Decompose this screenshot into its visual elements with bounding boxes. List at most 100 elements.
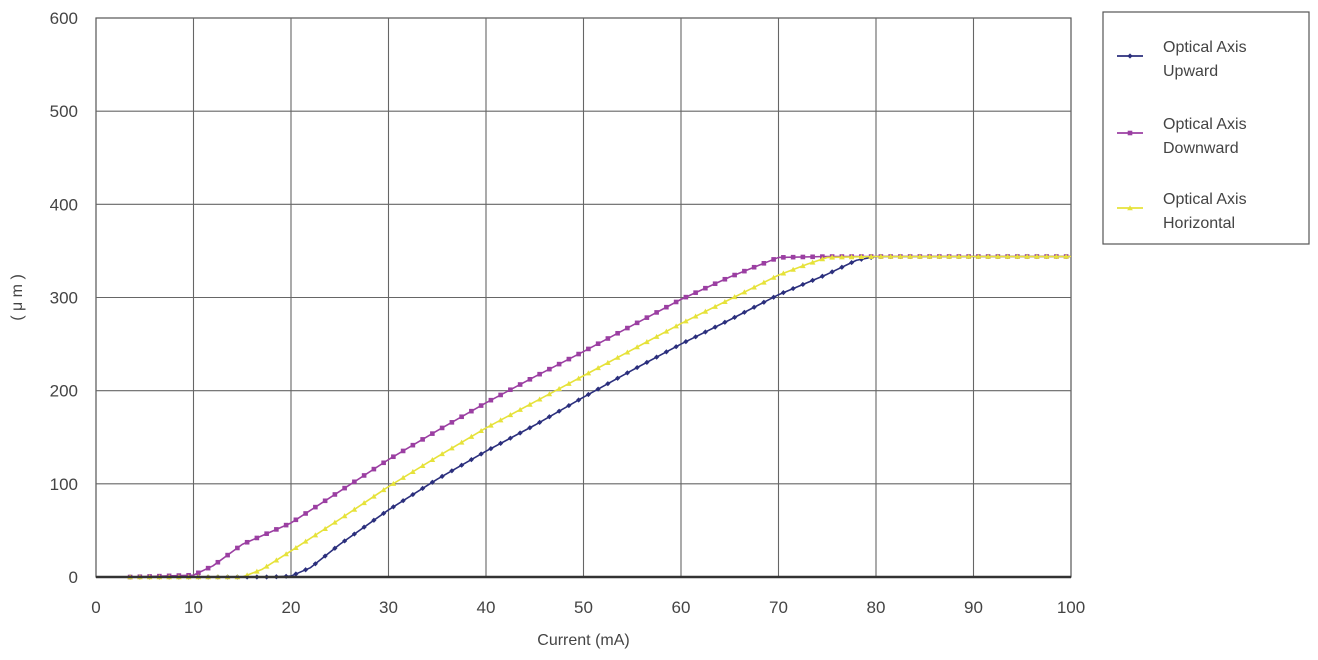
data-point — [322, 553, 328, 559]
data-point — [205, 565, 211, 571]
data-point — [556, 361, 562, 367]
data-point — [819, 273, 825, 279]
data-point — [196, 570, 201, 576]
data-point — [391, 454, 396, 460]
legend-entry-1: Optical Axis Upward — [1117, 39, 1247, 80]
x-tick-label: 100 — [1057, 598, 1085, 617]
data-point — [312, 561, 318, 567]
data-point — [1053, 253, 1060, 259]
data-point — [420, 437, 425, 442]
data-point — [614, 354, 621, 360]
x-tick-label: 70 — [769, 598, 788, 617]
data-point — [537, 419, 543, 425]
data-point — [683, 318, 689, 324]
data-point — [507, 435, 513, 441]
data-point — [566, 402, 572, 409]
data-point — [722, 319, 728, 325]
axes: 0 10 20 30 40 50 60 70 80 90 100 0 100 200 300 400 500 60… — [9, 9, 1085, 649]
data-point — [634, 320, 640, 326]
legend-label-line1: Optical Axis — [1163, 39, 1247, 56]
data-point — [800, 263, 806, 269]
data-point — [829, 269, 835, 275]
data-point — [546, 391, 553, 397]
y-axis-title: ( μ m ) — [9, 274, 26, 321]
data-point — [809, 259, 816, 265]
data-point — [381, 460, 386, 466]
data-point — [352, 479, 357, 485]
legend-swatch-marker — [1127, 205, 1133, 211]
data-point — [634, 344, 640, 350]
data-point — [254, 535, 260, 541]
data-point — [527, 425, 533, 431]
data-point — [663, 328, 670, 334]
data-point — [878, 253, 884, 259]
data-point — [430, 431, 435, 436]
data-point — [673, 299, 679, 305]
data-point — [605, 359, 611, 365]
data-point — [1024, 253, 1030, 259]
data-point — [439, 425, 445, 431]
data-point — [829, 254, 835, 260]
x-tick-label: 30 — [379, 598, 398, 617]
data-point — [556, 408, 562, 414]
data-point — [215, 559, 221, 565]
data-point — [342, 538, 348, 544]
data-point — [741, 309, 747, 315]
data-point — [810, 277, 816, 283]
data-point — [390, 504, 396, 510]
data-point — [273, 557, 280, 563]
data-point — [663, 349, 669, 355]
data-point — [468, 433, 475, 439]
data-point — [332, 492, 338, 497]
data-point — [342, 485, 347, 491]
data-point — [498, 392, 503, 398]
data-point — [303, 567, 309, 573]
data-point — [742, 268, 747, 274]
data-point — [576, 397, 582, 403]
data-point — [264, 531, 269, 536]
data-point — [380, 487, 387, 493]
data-point — [371, 466, 377, 472]
data-point — [722, 276, 728, 282]
data-point — [800, 281, 806, 288]
data-point — [322, 525, 328, 531]
data-point — [595, 341, 601, 347]
data-point — [1004, 253, 1011, 259]
data-point — [244, 539, 250, 545]
data-point — [410, 442, 416, 448]
data-point — [302, 538, 309, 544]
legend-box — [1102, 11, 1310, 245]
data-point — [585, 370, 592, 376]
data-point — [449, 468, 455, 474]
legend-entry-3: Optical Axis Horizontal — [1117, 191, 1247, 232]
data-point — [410, 491, 416, 498]
data-point — [917, 253, 923, 259]
data-point — [566, 380, 572, 386]
data-point — [429, 479, 435, 485]
data-point — [770, 274, 777, 280]
data-point — [624, 370, 630, 376]
data-point — [605, 381, 611, 387]
data-point — [527, 377, 533, 382]
data-point — [351, 531, 357, 537]
data-point — [371, 517, 377, 523]
data-point — [780, 270, 787, 276]
data-point — [995, 253, 1001, 259]
data-point — [848, 254, 855, 260]
data-point — [741, 289, 748, 295]
x-tick-label: 90 — [964, 598, 983, 617]
data-point — [819, 256, 826, 262]
data-point — [469, 408, 474, 414]
data-point — [468, 457, 474, 463]
data-point — [585, 391, 591, 398]
data-point — [341, 513, 348, 519]
data-point — [751, 304, 757, 310]
data-point — [907, 253, 913, 259]
data-point — [683, 339, 689, 345]
data-point — [283, 551, 289, 557]
data-point — [615, 375, 621, 381]
data-point — [458, 439, 465, 445]
data-point — [556, 386, 562, 392]
